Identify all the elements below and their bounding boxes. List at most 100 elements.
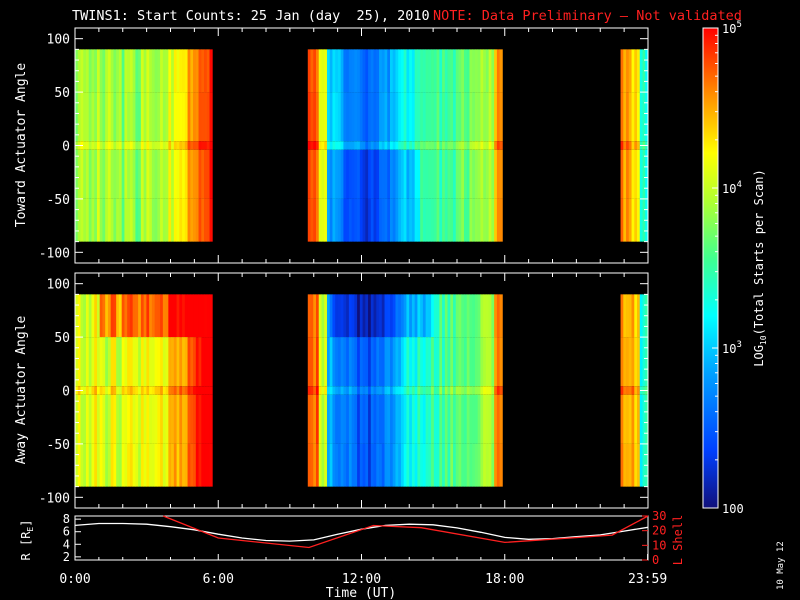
toward-heatmap-cell-423 xyxy=(400,149,405,199)
toward-heatmap-cell-513 xyxy=(450,149,454,199)
toward-heatmap-cell-509 xyxy=(447,198,451,242)
toward-heatmap-cell-190 xyxy=(179,49,183,93)
colorbar-ticks: 105 104 103 100 xyxy=(712,20,744,516)
toward-heatmap-cell-377 xyxy=(376,141,380,150)
away-heatmap-cell-72 xyxy=(113,386,117,395)
away-heatmap-cell-160 xyxy=(162,294,167,338)
away-heatmap-cell-272 xyxy=(318,386,322,395)
toward-heatmap-cell-627 xyxy=(631,141,635,150)
away-heatmap-cell-531 xyxy=(461,337,465,387)
away-heatmap-cell-215 xyxy=(193,294,197,338)
toward-heatmap-cell-416 xyxy=(398,92,402,142)
away-heatmap-cell-316 xyxy=(343,337,347,387)
toward-heatmap-cell-124 xyxy=(140,198,145,242)
away-heatmap-cell-281 xyxy=(324,337,328,387)
away-heatmap-cell-73 xyxy=(113,394,117,444)
toward-heatmap-cell-339 xyxy=(354,198,358,242)
time-axis: 0:00 6:00 12:00 18:00 23:59 xyxy=(59,554,667,587)
away-heatmap-cell-66 xyxy=(110,337,114,387)
toward-heatmap-cell-399 xyxy=(387,198,391,242)
toward-heatmap-cell-216 xyxy=(193,92,197,142)
toward-heatmap-cell-163 xyxy=(162,149,167,199)
toward-heatmap-cell-443 xyxy=(411,149,416,199)
toward-heatmap-cell-444 xyxy=(411,198,416,242)
toward-heatmap-cell-157 xyxy=(160,141,164,150)
away-heatmap-cell-251 xyxy=(307,337,311,387)
away-heatmap-cell-21 xyxy=(85,337,90,387)
toward-heatmap-cell-499 xyxy=(442,198,446,242)
away-heatmap-cell-238 xyxy=(204,394,208,444)
toward-heatmap-cell-278 xyxy=(321,149,325,199)
toward-heatmap-cell-96 xyxy=(127,92,131,142)
toward-heatmap-cell-186 xyxy=(176,92,180,142)
away-heatmap-cell-302 xyxy=(335,386,339,395)
away-heatmap-cell-307 xyxy=(337,386,342,395)
toward-heatmap-cell-13 xyxy=(80,149,84,199)
away-heatmap-cell-343 xyxy=(357,394,361,444)
toward-heatmap-cell-262 xyxy=(313,141,317,150)
toward-heatmap-cell-135 xyxy=(149,49,153,93)
away-heatmap-cell-162 xyxy=(162,386,167,395)
away-heatmap-cell-381 xyxy=(379,337,383,387)
away-heatmap-cell-514 xyxy=(450,443,454,487)
toward-heatmap-cell-274 xyxy=(318,198,322,242)
away-heatmap-cell-388 xyxy=(381,394,385,444)
away-heatmap-cell-439 xyxy=(409,443,413,487)
toward-heatmap-cell-247 xyxy=(209,141,213,150)
side-date: 10 May 12 xyxy=(776,541,786,590)
toward-heatmap-cell-287 xyxy=(326,141,331,150)
toward-heatmap-cell-500 xyxy=(444,49,448,93)
toward-heatmap-cell-556 xyxy=(474,92,479,142)
away-heatmap-cell-394 xyxy=(384,443,388,487)
toward-heatmap-cell-462 xyxy=(422,141,427,150)
toward-heatmap-cell-299 xyxy=(332,198,336,242)
toward-heatmap-cell-83 xyxy=(118,149,123,199)
toward-heatmap-cell-518 xyxy=(453,149,457,199)
toward-heatmap-cell-16 xyxy=(83,92,87,142)
toward-heatmap-cell-45 xyxy=(99,49,103,93)
away-heatmap-cell-164 xyxy=(162,443,167,487)
away-heatmap-cell-1 xyxy=(75,337,79,387)
away-heatmap-cell-213 xyxy=(190,394,194,444)
away-heatmap-cell-299 xyxy=(332,443,336,487)
away-heatmap-cell-438 xyxy=(409,394,413,444)
away-heatmap-cell-364 xyxy=(368,443,372,487)
toward-heatmap-cell-120 xyxy=(140,49,145,93)
away-heatmap-cell-51 xyxy=(102,337,106,387)
away-heatmap-cell-354 xyxy=(362,443,366,487)
toward-heatmap-cell-225 xyxy=(198,49,202,93)
away-heatmap-cell-237 xyxy=(204,386,208,395)
away-heatmap-cell-54 xyxy=(102,443,106,487)
away-heatmap-cell-357 xyxy=(365,386,369,395)
toward-heatmap-cell-479 xyxy=(431,198,435,242)
toward-heatmap-cell-281 xyxy=(324,92,328,142)
away-heatmap-cell-594 xyxy=(494,443,498,487)
away-heatmap-cell-408 xyxy=(392,394,396,444)
away-heatmap-cell-234 xyxy=(201,443,205,487)
away-heatmap-cell-118 xyxy=(138,394,142,444)
toward-heatmap-cell-204 xyxy=(184,198,188,242)
toward-heatmap-cell-628 xyxy=(631,149,635,199)
toward-heatmap-cell-599 xyxy=(496,198,501,242)
away-heatmap-cell-507 xyxy=(447,386,451,395)
away-heatmap-cell-572 xyxy=(483,386,487,395)
away-heatmap-cell-473 xyxy=(428,394,432,444)
toward-heatmap-cell-651 xyxy=(645,92,649,142)
toward-heatmap-cell-433 xyxy=(406,149,410,199)
toward-heatmap-cell-514 xyxy=(450,198,454,242)
away-heatmap-cell-287 xyxy=(326,386,331,395)
toward-heatmap-cell-551 xyxy=(472,92,476,142)
away-heatmap-cell-477 xyxy=(431,386,435,395)
toward-heatmap-cell-426 xyxy=(403,92,407,142)
away-heatmap-cell-85 xyxy=(121,294,125,338)
toward-heatmap-cell-528 xyxy=(458,149,462,199)
away-heatmap-cell-230 xyxy=(201,294,205,338)
away-heatmap-cell-496 xyxy=(442,337,446,387)
away-heatmap-cell-80 xyxy=(118,294,123,338)
toward-heatmap-cell-79 xyxy=(116,198,120,242)
away-heatmap-cell-206 xyxy=(187,337,191,387)
away-heatmap-cell-280 xyxy=(324,294,328,338)
away-heatmap-cell-428 xyxy=(403,394,407,444)
away-heatmap-cell-89 xyxy=(121,443,125,487)
away-heatmap-cell-31 xyxy=(91,337,95,387)
